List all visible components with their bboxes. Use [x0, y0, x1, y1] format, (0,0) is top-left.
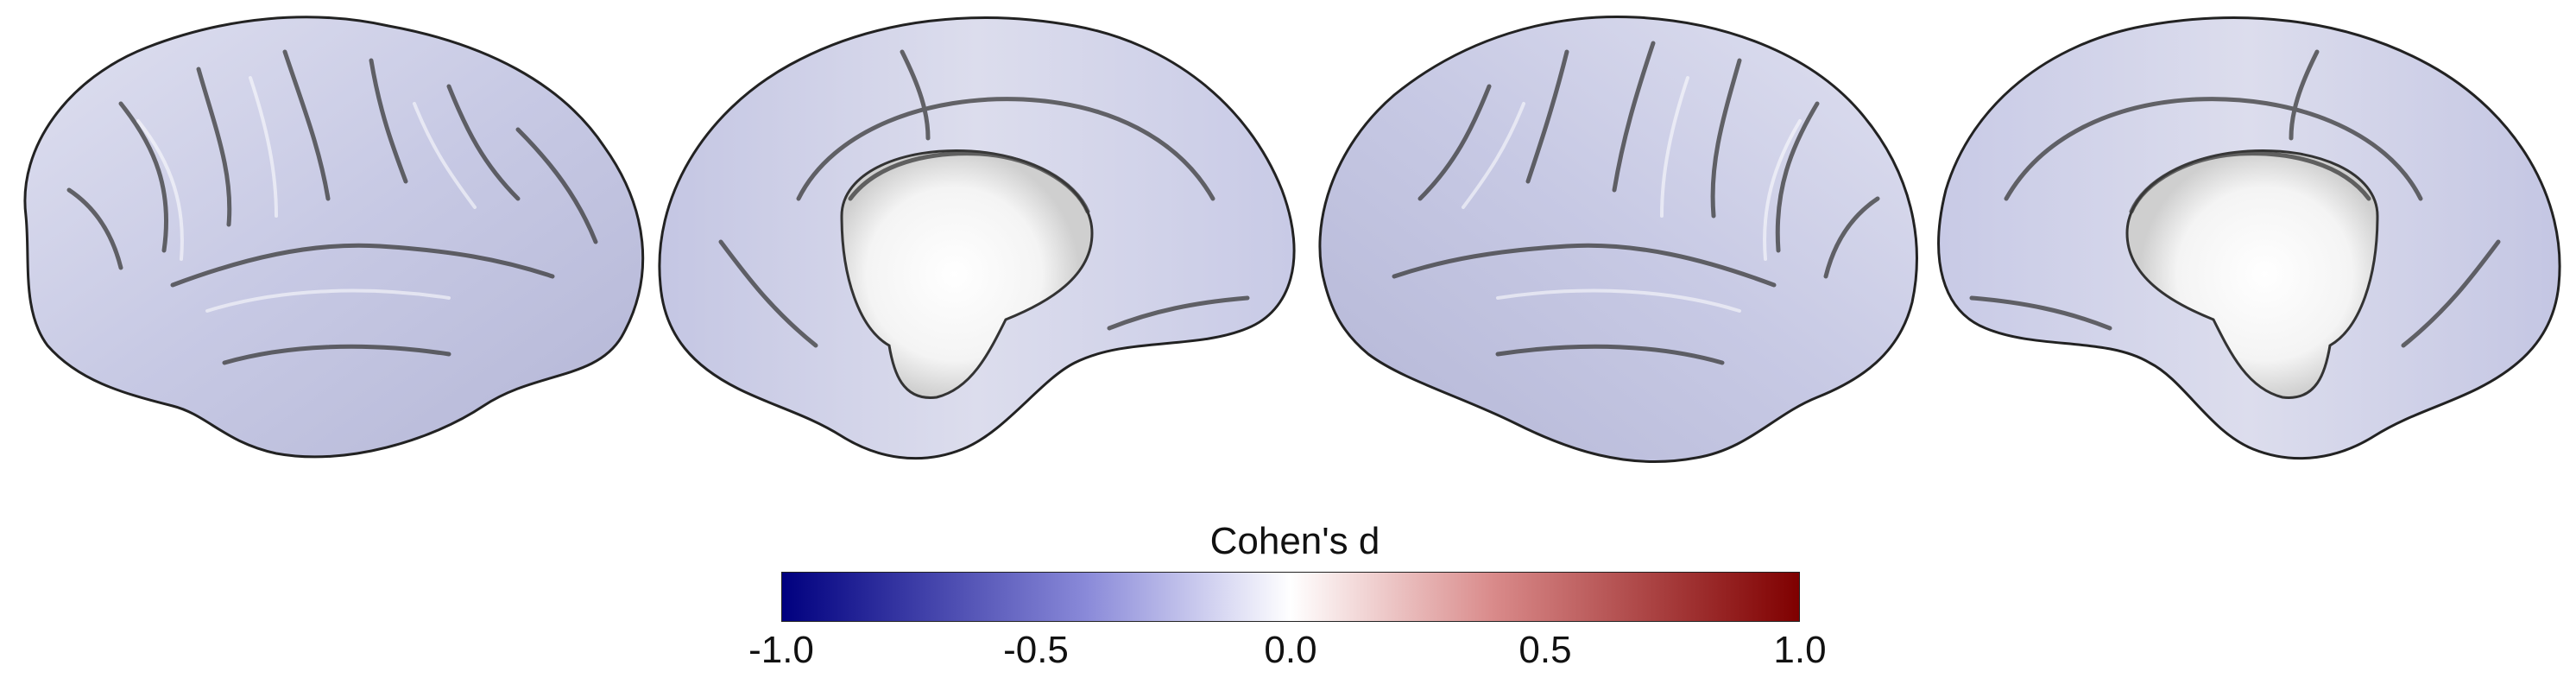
brain-right-lateral-svg — [1291, 0, 1938, 484]
colorbar-gradient — [781, 572, 1800, 622]
brain-left-medial-svg — [643, 0, 1308, 484]
brain-right-medial-svg — [1934, 0, 2576, 484]
brain-left-lateral — [0, 0, 656, 484]
brain-left-medial — [643, 0, 1308, 484]
brain-right-lateral — [1291, 0, 1938, 484]
colorbar-tick-label: 1.0 — [1773, 629, 1826, 672]
brain-left-lateral-svg — [0, 0, 656, 484]
colorbar-tick-label: -0.5 — [1003, 629, 1069, 672]
colorbar-tick-label: -1.0 — [748, 629, 814, 672]
colorbar-tick-label: 0.5 — [1518, 629, 1571, 672]
colorbar-title: Cohen's d — [1157, 520, 1433, 563]
colorbar-container — [781, 572, 1800, 624]
cortex-surface — [25, 17, 643, 457]
cortex-surface — [1320, 16, 1916, 461]
brain-right-medial — [1934, 0, 2576, 484]
colorbar-tick-label: 0.0 — [1264, 629, 1316, 672]
